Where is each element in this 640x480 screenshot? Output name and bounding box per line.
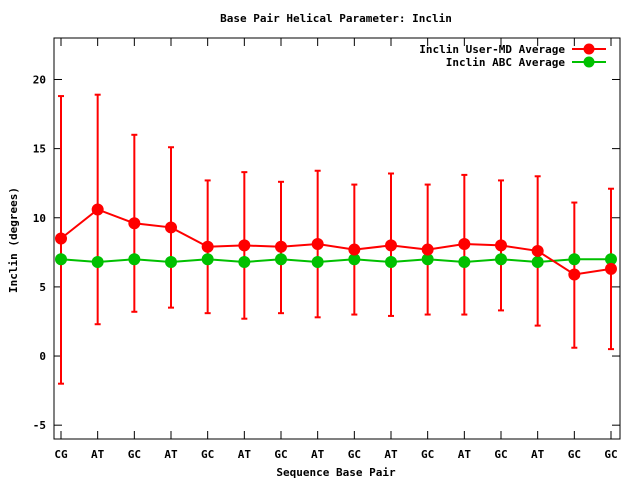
data-point xyxy=(421,243,434,256)
y-tick-label: 10 xyxy=(33,212,46,225)
y-axis-label: Inclin (degrees) xyxy=(7,187,20,293)
data-point xyxy=(385,256,397,269)
data-point xyxy=(568,268,581,281)
plot-area: -5 0 5 10 15 20 CG AT GC AT GC AT GC AT GC AT GC AT GC AT GC… xyxy=(33,37,621,461)
x-axis-label: Sequence Base Pair xyxy=(276,466,396,479)
data-point xyxy=(275,240,287,253)
legend-marker xyxy=(583,43,595,55)
chart-title: Base Pair Helical Parameter: Inclin xyxy=(220,12,452,25)
x-tick-label: GC xyxy=(494,448,507,461)
data-point xyxy=(55,253,67,266)
x-tick-label: AT xyxy=(164,448,178,461)
data-point xyxy=(458,238,471,251)
legend-marker xyxy=(583,56,595,68)
error-bars xyxy=(58,93,614,385)
x-tick-label: GC xyxy=(604,448,617,461)
data-point xyxy=(201,240,214,253)
data-point xyxy=(531,244,544,257)
x-tick-label: GC xyxy=(274,448,287,461)
data-point xyxy=(311,256,324,269)
data-point xyxy=(311,238,324,251)
x-tick-label: GC xyxy=(421,448,434,461)
y-tick-label: 15 xyxy=(33,143,46,156)
plot-frame xyxy=(53,37,621,440)
data-point xyxy=(91,256,104,269)
x-tick-label: GC xyxy=(201,448,214,461)
y-tick-label: 20 xyxy=(33,73,46,86)
data-point xyxy=(275,253,287,266)
x-tick-label: GC xyxy=(568,448,581,461)
data-point xyxy=(165,256,177,269)
x-tick-label: GC xyxy=(348,448,361,461)
x-tick-label: CG xyxy=(54,448,68,461)
data-point xyxy=(348,243,361,256)
data-point xyxy=(91,203,104,216)
data-point xyxy=(128,253,141,266)
x-tick-label: AT xyxy=(311,448,325,461)
series-line xyxy=(60,258,611,264)
data-point xyxy=(201,253,214,266)
data-point xyxy=(128,217,141,230)
data-point xyxy=(495,239,507,252)
x-tick-label: AT xyxy=(238,448,252,461)
series-layer xyxy=(55,203,617,281)
data-point xyxy=(568,253,581,266)
x-tick-label: AT xyxy=(91,448,105,461)
data-point xyxy=(495,253,507,266)
data-point xyxy=(385,239,397,252)
data-point xyxy=(55,232,67,245)
data-point xyxy=(531,256,544,269)
x-tick-label: GC xyxy=(128,448,141,461)
y-tick-label: 0 xyxy=(39,350,46,363)
legend-label: Inclin User-MD Average xyxy=(419,43,565,56)
y-tick-label: 5 xyxy=(39,281,46,294)
x-tick-label: AT xyxy=(458,448,472,461)
x-tick-label: AT xyxy=(384,448,398,461)
data-point xyxy=(458,256,471,269)
y-tick-label: -5 xyxy=(33,419,46,432)
data-point xyxy=(238,256,251,269)
data-point xyxy=(165,221,177,234)
series-line xyxy=(60,208,612,276)
legend-label: Inclin ABC Average xyxy=(446,56,566,69)
data-point xyxy=(605,262,617,275)
x-tick-label: AT xyxy=(531,448,545,461)
data-point xyxy=(238,239,251,252)
